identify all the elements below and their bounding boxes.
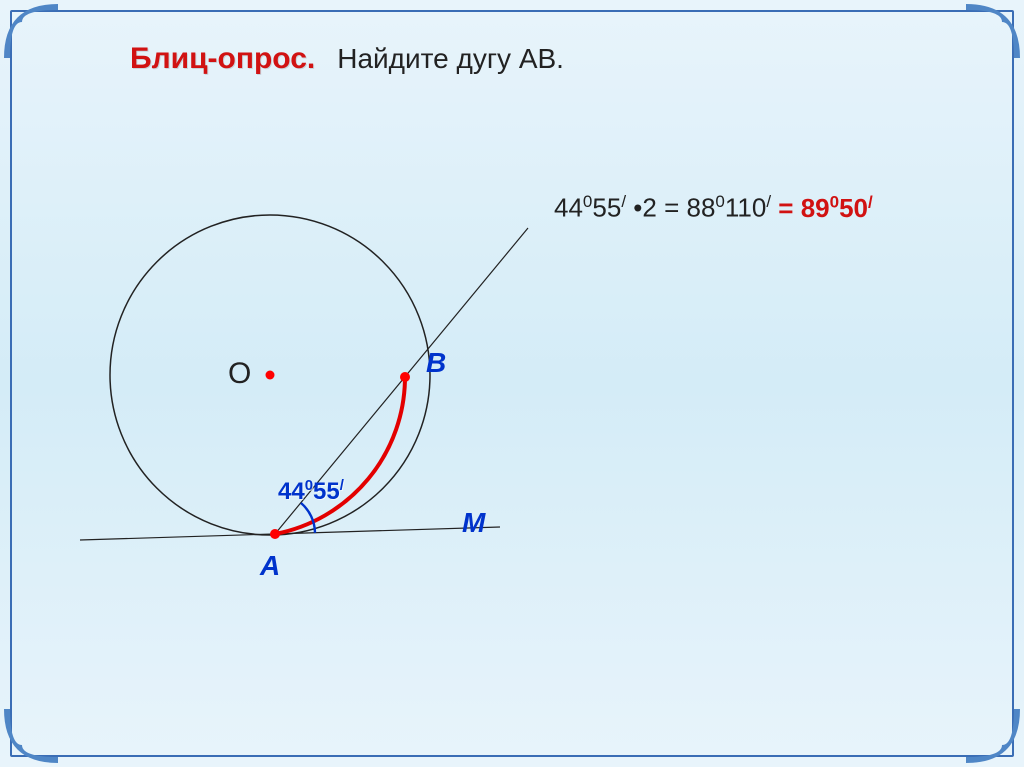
- sol-ans-sup2: /: [868, 192, 873, 211]
- center-dot-icon: [266, 371, 275, 380]
- label-m: М: [462, 507, 485, 539]
- sol-mult: •2: [626, 193, 664, 223]
- title-row: Блиц-опрос. Найдите дугу АВ.: [130, 42, 564, 76]
- sol-p2-sup1: 0: [715, 192, 724, 211]
- angle-sup1: 0: [305, 477, 313, 494]
- corner-ornament-icon: [966, 709, 1020, 763]
- title-find: Найдите дугу АВ.: [337, 43, 564, 75]
- angle-base1: 44: [278, 478, 305, 505]
- angle-value: 44055/: [278, 477, 344, 506]
- label-o: О: [228, 357, 251, 391]
- sol-p1-sup1: 0: [583, 192, 592, 211]
- sol-p2-base: 88: [686, 193, 715, 223]
- angle-min: 55: [313, 478, 340, 505]
- sol-ans-min: 50: [839, 193, 868, 223]
- point-a-dot-icon: [270, 529, 280, 539]
- label-b: В: [426, 347, 446, 379]
- label-a: А: [260, 550, 280, 582]
- title-blitz: Блиц-опрос.: [130, 42, 315, 76]
- sol-p1-min: 55: [592, 193, 621, 223]
- corner-ornament-icon: [966, 4, 1020, 58]
- solution-line: 44055/ •2 = 880110/ = 89050/: [554, 192, 873, 224]
- corner-ornament-icon: [4, 4, 58, 58]
- sol-eq1: =: [664, 193, 686, 223]
- angle-sup2: /: [340, 477, 344, 494]
- angle-marker: [301, 503, 315, 533]
- diagram-svg: [50, 155, 570, 675]
- geometry-diagram: О В А М 44055/: [50, 155, 570, 675]
- sol-p2-min: 110: [725, 193, 766, 223]
- sol-ans-base: 89: [801, 193, 830, 223]
- sol-eq2: =: [771, 193, 801, 223]
- corner-ornament-icon: [4, 709, 58, 763]
- sol-ans-sup1: 0: [830, 192, 839, 211]
- point-b-dot-icon: [400, 372, 410, 382]
